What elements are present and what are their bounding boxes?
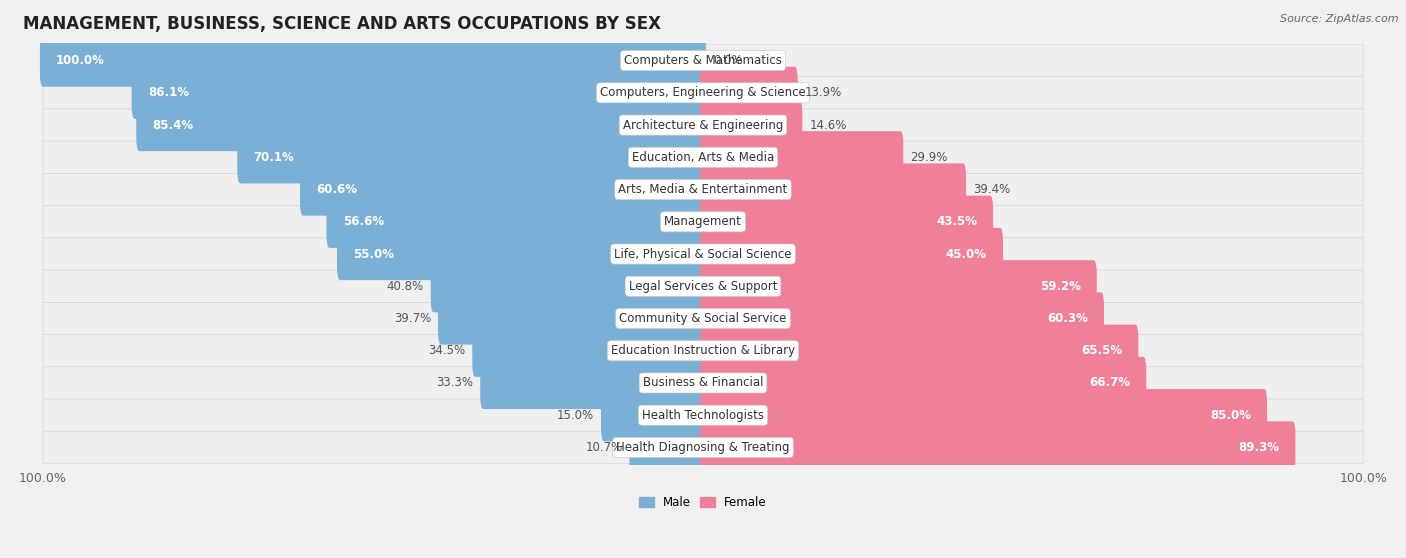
FancyBboxPatch shape <box>700 389 1267 441</box>
FancyBboxPatch shape <box>437 292 706 345</box>
FancyBboxPatch shape <box>700 99 803 151</box>
FancyBboxPatch shape <box>700 228 1002 280</box>
Text: 15.0%: 15.0% <box>557 408 595 422</box>
Text: 85.0%: 85.0% <box>1211 408 1251 422</box>
FancyBboxPatch shape <box>238 131 706 184</box>
FancyBboxPatch shape <box>42 302 1364 335</box>
FancyBboxPatch shape <box>42 270 1364 302</box>
FancyBboxPatch shape <box>42 238 1364 270</box>
Text: Health Technologists: Health Technologists <box>643 408 763 422</box>
Text: 86.1%: 86.1% <box>148 86 188 99</box>
FancyBboxPatch shape <box>700 421 1295 474</box>
Legend: Male, Female: Male, Female <box>634 492 772 514</box>
Text: Source: ZipAtlas.com: Source: ZipAtlas.com <box>1281 14 1399 24</box>
FancyBboxPatch shape <box>326 196 706 248</box>
FancyBboxPatch shape <box>481 357 706 409</box>
Text: 70.1%: 70.1% <box>253 151 294 164</box>
Text: 0.0%: 0.0% <box>713 54 742 67</box>
FancyBboxPatch shape <box>700 131 903 184</box>
Text: 60.6%: 60.6% <box>316 183 357 196</box>
Text: Business & Financial: Business & Financial <box>643 377 763 389</box>
Text: 34.5%: 34.5% <box>429 344 465 357</box>
Text: Arts, Media & Entertainment: Arts, Media & Entertainment <box>619 183 787 196</box>
FancyBboxPatch shape <box>42 141 1364 174</box>
FancyBboxPatch shape <box>299 163 706 215</box>
FancyBboxPatch shape <box>42 174 1364 206</box>
FancyBboxPatch shape <box>700 292 1104 345</box>
FancyBboxPatch shape <box>700 260 1097 312</box>
FancyBboxPatch shape <box>136 99 706 151</box>
FancyBboxPatch shape <box>42 367 1364 399</box>
Text: Education, Arts & Media: Education, Arts & Media <box>631 151 775 164</box>
FancyBboxPatch shape <box>39 35 706 86</box>
FancyBboxPatch shape <box>42 399 1364 431</box>
FancyBboxPatch shape <box>337 228 706 280</box>
Text: MANAGEMENT, BUSINESS, SCIENCE AND ARTS OCCUPATIONS BY SEX: MANAGEMENT, BUSINESS, SCIENCE AND ARTS O… <box>22 15 661 33</box>
FancyBboxPatch shape <box>700 357 1146 409</box>
Text: 59.2%: 59.2% <box>1039 280 1081 293</box>
Text: Legal Services & Support: Legal Services & Support <box>628 280 778 293</box>
FancyBboxPatch shape <box>42 77 1364 109</box>
Text: Community & Social Service: Community & Social Service <box>619 312 787 325</box>
Text: Management: Management <box>664 215 742 228</box>
Text: Health Diagnosing & Treating: Health Diagnosing & Treating <box>616 441 790 454</box>
Text: 60.3%: 60.3% <box>1047 312 1088 325</box>
Text: 13.9%: 13.9% <box>804 86 842 99</box>
Text: 40.8%: 40.8% <box>387 280 423 293</box>
FancyBboxPatch shape <box>42 431 1364 464</box>
FancyBboxPatch shape <box>700 67 797 119</box>
Text: Computers, Engineering & Science: Computers, Engineering & Science <box>600 86 806 99</box>
Text: 39.7%: 39.7% <box>394 312 432 325</box>
Text: 55.0%: 55.0% <box>353 248 394 261</box>
FancyBboxPatch shape <box>600 389 706 441</box>
FancyBboxPatch shape <box>430 260 706 312</box>
FancyBboxPatch shape <box>700 163 966 215</box>
FancyBboxPatch shape <box>630 421 706 474</box>
Text: 89.3%: 89.3% <box>1239 441 1279 454</box>
Text: Computers & Mathematics: Computers & Mathematics <box>624 54 782 67</box>
Text: 66.7%: 66.7% <box>1090 377 1130 389</box>
Text: Education Instruction & Library: Education Instruction & Library <box>612 344 794 357</box>
Text: 33.3%: 33.3% <box>436 377 474 389</box>
Text: 39.4%: 39.4% <box>973 183 1011 196</box>
FancyBboxPatch shape <box>42 206 1364 238</box>
FancyBboxPatch shape <box>700 196 993 248</box>
Text: 43.5%: 43.5% <box>936 215 977 228</box>
Text: 85.4%: 85.4% <box>152 119 194 132</box>
Text: Life, Physical & Social Science: Life, Physical & Social Science <box>614 248 792 261</box>
Text: 10.7%: 10.7% <box>585 441 623 454</box>
FancyBboxPatch shape <box>42 109 1364 141</box>
Text: 29.9%: 29.9% <box>910 151 948 164</box>
FancyBboxPatch shape <box>42 335 1364 367</box>
FancyBboxPatch shape <box>132 67 706 119</box>
FancyBboxPatch shape <box>700 325 1139 377</box>
FancyBboxPatch shape <box>42 45 1364 77</box>
Text: 100.0%: 100.0% <box>56 54 105 67</box>
FancyBboxPatch shape <box>472 325 706 377</box>
Text: 45.0%: 45.0% <box>946 248 987 261</box>
Text: 56.6%: 56.6% <box>343 215 384 228</box>
Text: Architecture & Engineering: Architecture & Engineering <box>623 119 783 132</box>
Text: 14.6%: 14.6% <box>810 119 846 132</box>
Text: 65.5%: 65.5% <box>1081 344 1122 357</box>
